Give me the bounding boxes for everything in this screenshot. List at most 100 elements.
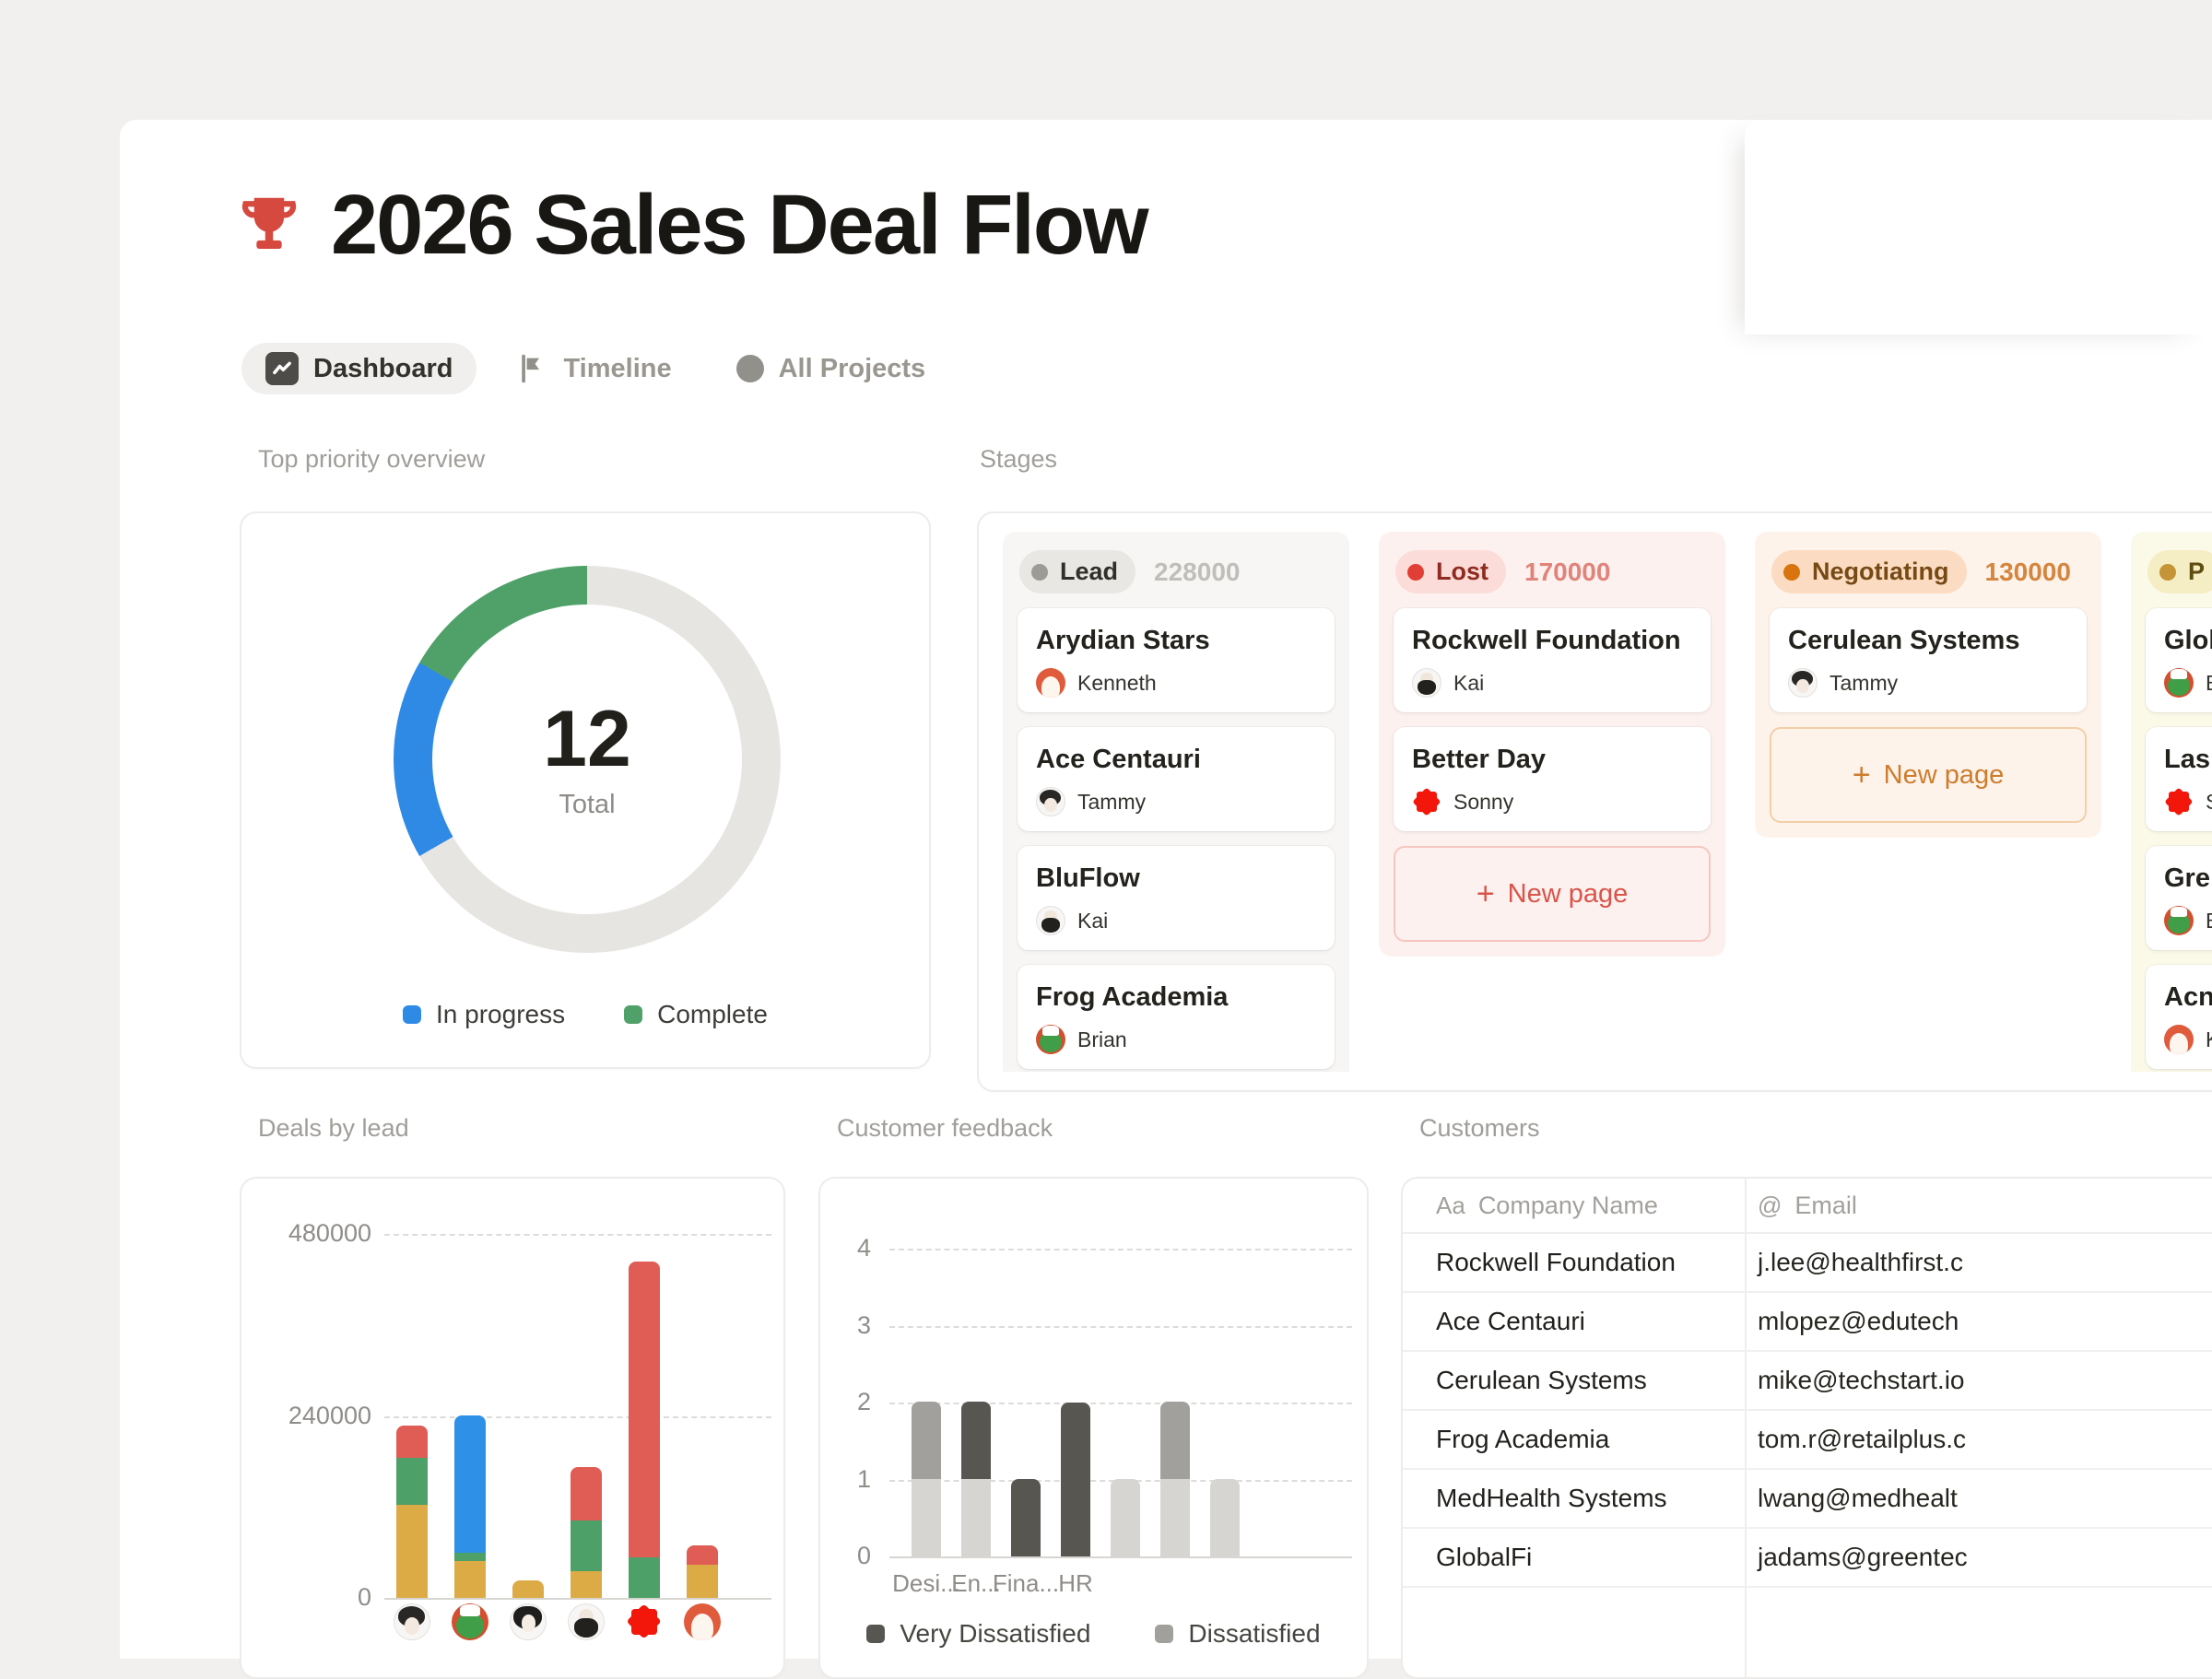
avatar-kai xyxy=(1412,668,1441,698)
stage-sum-value: 170000 xyxy=(1524,557,1611,586)
bar-segment-very-dissatisfied xyxy=(961,1402,991,1479)
bar-segment-red xyxy=(687,1545,718,1565)
assignee-name: Tammy xyxy=(1077,789,1147,814)
x-axis-label-desi: Desi... xyxy=(892,1569,960,1597)
new-page-button[interactable]: + New page xyxy=(1770,727,2087,823)
assignee-name: Sonny xyxy=(2206,790,2212,815)
new-page-button[interactable]: + New page xyxy=(1394,846,1711,942)
kanban-card-bluflow[interactable]: BluFlow Kai xyxy=(1018,846,1335,950)
stage-pill-lost[interactable]: Lost xyxy=(1395,550,1506,593)
kanban-card-rockwell-foundation[interactable]: Rockwell Foundation Kai xyxy=(1394,608,1711,712)
plus-icon: + xyxy=(1476,876,1495,911)
trophy-icon[interactable] xyxy=(233,189,305,261)
table-header-row: Aa Company Name @ Email xyxy=(1403,1179,2212,1234)
x-axis-avatar-kai xyxy=(568,1603,605,1640)
bar-segment-green xyxy=(396,1458,428,1505)
column-header-company-name[interactable]: Aa Company Name xyxy=(1403,1192,1745,1220)
kanban-card-title: Cerulean Systems xyxy=(1788,626,2020,655)
bar-segment-neutral xyxy=(1210,1479,1240,1556)
bar-segment-red xyxy=(571,1467,602,1520)
stage-column-negotiating: Negotiating 130000 Cerulean Systems Tammy + N… xyxy=(1755,532,2101,838)
stage-pill-negotiating[interactable]: Negotiating xyxy=(1771,550,1967,593)
column-header-email[interactable]: @ Email xyxy=(1745,1192,1857,1220)
kanban-card-las[interactable]: Las Sonny xyxy=(2146,727,2212,831)
assignee-name: Brian xyxy=(2206,671,2212,696)
bar-item xyxy=(1210,1479,1240,1556)
avatar-brian xyxy=(2164,906,2194,935)
kanban-card-title: Arydian Stars xyxy=(1036,626,1210,655)
kanban-card-better-day[interactable]: Better Day Sonny xyxy=(1394,727,1711,831)
table-row-rockwell-foundation[interactable]: Rockwell Foundation j.lee@healthfirst.c xyxy=(1403,1234,2212,1293)
assignee-name: Sonny xyxy=(1453,789,1514,814)
bar-tammy xyxy=(396,1426,428,1598)
tab-timeline[interactable]: Timeline xyxy=(493,344,695,393)
kanban-card-assignee: Sonny xyxy=(2164,787,2212,816)
table-row-globalfi[interactable]: GlobalFi jadams@greentec xyxy=(1403,1529,2212,1588)
avatar-kenneth xyxy=(2164,1025,2194,1054)
dashboard-chart-icon xyxy=(265,352,299,385)
kanban-card-acn[interactable]: Acn Kenneth xyxy=(2146,965,2212,1069)
stage-sum-value: 228000 xyxy=(1154,557,1241,586)
legend-swatch-icon xyxy=(403,1005,422,1024)
y-axis-tick-3: 3 xyxy=(856,1310,871,1339)
kanban-card-assignee: Kenneth xyxy=(2164,1025,2212,1054)
x-axis-label-hr: HR xyxy=(1058,1569,1093,1597)
kanban-card-assignee: Kai xyxy=(1036,906,1316,935)
bar-en xyxy=(961,1402,991,1556)
x-axis-avatar-tammy xyxy=(394,1603,430,1640)
assignee-name: Kenneth xyxy=(1077,670,1157,695)
bar-segment-green xyxy=(571,1520,602,1571)
email-cell: tom.r@retailplus.c xyxy=(1758,1425,1967,1453)
kanban-board[interactable]: Lead 228000 Arydian Stars Kenneth Ace Centau… xyxy=(1003,532,2212,1072)
stage-column-lead: Lead 228000 Arydian Stars Kenneth Ace Centau… xyxy=(1003,532,1349,1072)
table-row-ace-centauri[interactable]: Ace Centauri mlopez@edutech xyxy=(1403,1293,2212,1352)
customers-table-card: Aa Company Name @ Email Rockwell Foundation… xyxy=(1401,1177,2212,1679)
column-header-label: Company Name xyxy=(1477,1191,1658,1219)
table-row-medhealth-systems[interactable]: MedHealth Systems lwang@medhealt xyxy=(1403,1470,2212,1529)
gridline xyxy=(889,1403,1352,1404)
bar-segment-yellow xyxy=(687,1565,718,1598)
stage-name: Negotiating xyxy=(1812,558,1949,585)
new-page-label: New page xyxy=(1883,759,2005,790)
customer-feedback-card: 0 1 2 3 4 Desi... En... Fina... HR Very Dissatis… xyxy=(818,1177,1369,1679)
section-label-customers: Customers xyxy=(1419,1114,1540,1142)
stage-dot-icon xyxy=(1031,563,1048,581)
kanban-card-assignee: Tammy xyxy=(1036,787,1316,816)
legend-label: Dissatisfied xyxy=(1188,1619,1321,1648)
stage-column-header: P xyxy=(2146,546,2212,608)
stage-pill-p[interactable]: P xyxy=(2147,550,2212,593)
avatar-kai xyxy=(1036,906,1065,935)
assignee-name: Kai xyxy=(1077,908,1109,933)
kanban-card-gre[interactable]: Gre Brian xyxy=(2146,846,2212,950)
kanban-card-globalfi[interactable]: GlobalFi Brian xyxy=(2146,608,2212,712)
gridline xyxy=(384,1234,771,1236)
stage-name: Lead xyxy=(1060,558,1119,585)
stage-pill-lead[interactable]: Lead xyxy=(1019,550,1136,593)
kanban-card-title: GlobalFi xyxy=(2164,626,2212,655)
kanban-card-assignee: Brian xyxy=(2164,906,2212,935)
table-row-frog-academia[interactable]: Frog Academia tom.r@retailplus.c xyxy=(1403,1411,2212,1470)
stage-column-header: Lead 228000 xyxy=(1018,546,1335,608)
bar-brian xyxy=(454,1415,486,1598)
tab-all-projects[interactable]: All Projects xyxy=(712,345,950,393)
section-label-priority: Top priority overview xyxy=(258,445,486,473)
table-row-cerulean-systems[interactable]: Cerulean Systems mike@techstart.io xyxy=(1403,1352,2212,1411)
kanban-card-ace-centauri[interactable]: Ace Centauri Tammy xyxy=(1018,727,1335,831)
tab-dashboard[interactable]: Dashboard xyxy=(241,343,477,394)
avatar-sonny xyxy=(2164,787,2194,816)
x-axis-label-fina: Fina... xyxy=(992,1569,1060,1597)
bar-mary xyxy=(512,1580,544,1598)
kanban-card-arydian-stars[interactable]: Arydian Stars Kenneth xyxy=(1018,608,1335,712)
x-axis-avatar-sonny xyxy=(626,1603,663,1640)
stage-dot-icon xyxy=(1407,563,1424,581)
y-axis-tick-0: 0 xyxy=(856,1542,871,1569)
kanban-card-assignee: Tammy xyxy=(1788,668,2068,698)
kanban-card-frog-academia[interactable]: Frog Academia Brian xyxy=(1018,965,1335,1069)
bar-fina xyxy=(1011,1479,1041,1556)
stages-board-card: Lead 228000 Arydian Stars Kenneth Ace Centau… xyxy=(977,511,2212,1092)
y-axis-tick-240000: 240000 xyxy=(288,1401,371,1429)
page-title[interactable]: 2026 Sales Deal Flow xyxy=(331,178,1149,272)
kanban-card-cerulean-systems[interactable]: Cerulean Systems Tammy xyxy=(1770,608,2087,712)
legend-item-very-dissatisfied: Very Dissatisfied xyxy=(866,1619,1090,1649)
